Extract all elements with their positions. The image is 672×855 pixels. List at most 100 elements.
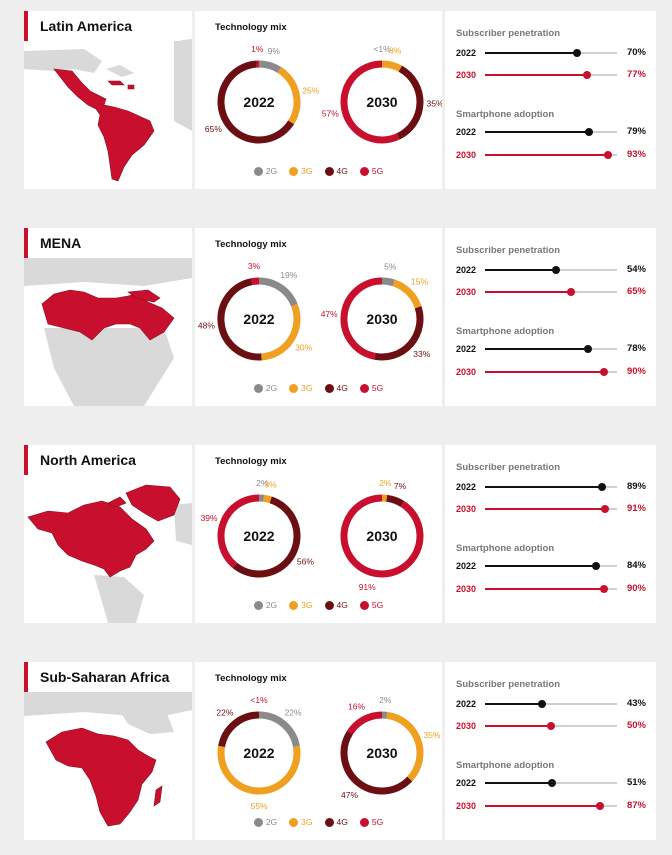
slice-label-5g: 1% xyxy=(251,44,264,54)
legend-item-3g: 3G xyxy=(289,815,313,829)
stats-panel: Subscriber penetration 2022 54% 2030 65%… xyxy=(445,228,656,406)
technology-mix-panel: Technology mix 22% 55% 22% <1% 2022 2% 35% 47% 1… xyxy=(195,662,442,840)
row-value: 93% xyxy=(626,149,646,160)
donut-slice-2g xyxy=(258,277,298,307)
track xyxy=(485,505,617,513)
fill-bar xyxy=(485,52,578,54)
track xyxy=(485,802,617,810)
region-title: Latin America xyxy=(24,11,180,41)
value-dot xyxy=(598,483,607,491)
smartphone-adoption-row-2030: 2030 93% xyxy=(456,148,646,162)
donut-year-label: 2030 xyxy=(366,528,397,544)
donut-slice-4g xyxy=(340,730,413,795)
region-panel-latin-america: Latin America Technology mix 9% 25% 65% 1% 2… xyxy=(24,11,656,189)
track xyxy=(485,779,617,787)
legend-swatch xyxy=(359,600,369,610)
row-year: 2022 xyxy=(456,699,477,709)
subscriber-penetration-row-2022: 2022 54% xyxy=(456,263,646,277)
fill-bar xyxy=(485,74,587,76)
legend-label: 2G xyxy=(265,600,278,610)
legend-swatch xyxy=(253,817,263,827)
slice-label-3g: 15% xyxy=(411,277,428,287)
row-value: 51% xyxy=(626,777,646,788)
donut-slice-4g xyxy=(218,711,260,748)
donut-slice-3g xyxy=(263,494,272,504)
row-value: 77% xyxy=(626,69,646,80)
track xyxy=(485,71,617,79)
value-dot xyxy=(573,49,582,57)
legend-swatch xyxy=(359,166,369,176)
row-year: 2030 xyxy=(456,150,477,160)
technology-mix-title: Technology mix xyxy=(215,673,287,684)
donut-year-label: 2022 xyxy=(243,528,274,544)
donut-year-label: 2030 xyxy=(366,94,397,110)
legend: 2G 3G 4G 5G xyxy=(195,381,442,395)
subscriber-penetration-title: Subscriber penetration xyxy=(456,245,560,256)
legend: 2G 3G 4G 5G xyxy=(195,164,442,178)
value-dot xyxy=(599,368,608,376)
fill-bar xyxy=(485,291,571,293)
stats-panel: Subscriber penetration 2022 43% 2030 50%… xyxy=(445,662,656,840)
subscriber-penetration-title: Subscriber penetration xyxy=(456,462,560,473)
legend-item-2g: 2G xyxy=(253,815,277,829)
donut-slice-5g xyxy=(340,60,400,144)
row-year: 2022 xyxy=(456,561,477,571)
slice-label-4g: 35% xyxy=(426,99,442,109)
legend-label: 3G xyxy=(301,166,313,176)
donut-slice-3g xyxy=(261,303,301,361)
legend-label: 5G xyxy=(371,383,384,393)
smartphone-adoption-title: Smartphone adoption xyxy=(456,326,555,337)
legend-swatch xyxy=(289,600,299,610)
value-dot xyxy=(585,128,594,136)
fill-bar xyxy=(485,588,604,590)
row-value: 89% xyxy=(626,481,646,492)
legend-item-5g: 5G xyxy=(359,815,383,829)
track xyxy=(485,585,617,593)
value-dot xyxy=(583,345,592,353)
legend-label: 5G xyxy=(371,166,384,176)
track xyxy=(485,700,617,708)
legend-swatch xyxy=(253,600,263,610)
donut-slice-4g xyxy=(374,306,424,361)
fill-bar xyxy=(485,348,588,350)
fill-bar xyxy=(485,565,596,567)
track xyxy=(485,345,617,353)
technology-mix-panel: Technology mix 2% 3% 56% 39% 2022 2% 7% 91% 2030… xyxy=(195,445,442,623)
value-dot xyxy=(601,505,610,513)
legend-item-4g: 4G xyxy=(324,598,348,612)
region-panel-north-america: North America Technology mix 2% 3% 56% 39% 2… xyxy=(24,445,656,623)
row-value: 78% xyxy=(626,343,646,354)
slice-label-5g: <1% xyxy=(250,695,268,705)
value-dot xyxy=(595,802,604,810)
donut-slice-3g xyxy=(381,60,402,72)
legend-item-4g: 4G xyxy=(324,164,348,178)
row-year: 2030 xyxy=(456,721,477,731)
legend-label: 4G xyxy=(336,600,348,610)
track xyxy=(485,49,617,57)
donut-slice-4g xyxy=(396,65,424,140)
smartphone-adoption-row-2022: 2022 51% xyxy=(456,776,646,790)
mena-map-icon xyxy=(24,258,192,406)
track xyxy=(485,722,617,730)
latin-america-map-icon xyxy=(24,39,192,182)
donut-year-label: 2030 xyxy=(366,745,397,761)
stats-panel: Subscriber penetration 2022 89% 2030 91%… xyxy=(445,445,656,623)
donut-slice-2g xyxy=(258,711,300,748)
legend: 2G 3G 4G 5G xyxy=(195,598,442,612)
legend-swatch xyxy=(253,383,263,393)
donut-slice-3g xyxy=(386,711,424,782)
technology-mix-donuts: 22% 55% 22% <1% 2022 2% 35% 47% 16% 2030 xyxy=(216,695,440,811)
subscriber-penetration-row-2022: 2022 70% xyxy=(456,46,646,60)
legend-swatch xyxy=(324,383,334,393)
donut-slice-4g xyxy=(217,278,262,361)
row-value: 79% xyxy=(626,126,646,137)
subscriber-penetration-title: Subscriber penetration xyxy=(456,28,560,39)
slice-label-5g: 16% xyxy=(348,702,365,712)
technology-mix-donuts: 19% 30% 48% 3% 2022 5% 15% 33% 47% 2030 xyxy=(198,261,431,361)
fill-bar xyxy=(485,805,600,807)
value-dot xyxy=(603,151,612,159)
legend-label: 4G xyxy=(336,383,348,393)
row-year: 2030 xyxy=(456,287,477,297)
fill-bar xyxy=(485,131,590,133)
fill-bar xyxy=(485,486,603,488)
